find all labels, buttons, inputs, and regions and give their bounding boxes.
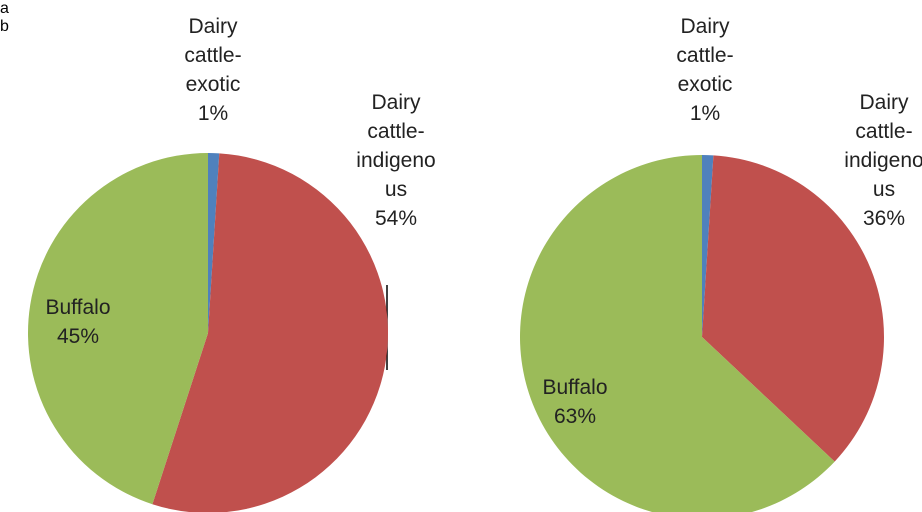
pie-slice	[27, 153, 208, 505]
category-label: Dairy cattle-indigenous	[356, 91, 436, 201]
panel-label: b	[0, 18, 9, 35]
slice-label: Dairy cattle-indigenous 36%	[843, 88, 922, 233]
category-label: Dairy cattle-exotic	[184, 15, 242, 96]
slice-label: Dairy cattle-exotic 1%	[667, 12, 743, 128]
slice-label: Buffalo 45%	[40, 293, 116, 351]
slice-label: Dairy cattle-exotic 1%	[175, 12, 251, 128]
category-label: Dairy cattle-indigenous	[844, 91, 922, 201]
pie-slice	[520, 155, 835, 512]
pie-slice	[152, 153, 388, 512]
pie-slice	[208, 153, 220, 333]
value-label: 1%	[197, 102, 229, 125]
value-label: 63%	[553, 405, 597, 428]
value-label: 54%	[374, 207, 418, 230]
category-label: Buffalo	[45, 296, 111, 319]
slice-label: Dairy cattle-indigenous 54%	[355, 88, 437, 233]
value-label: 36%	[862, 207, 906, 230]
pie-slice	[702, 155, 884, 462]
slice-label: Buffalo 63%	[537, 373, 613, 431]
value-label: 1%	[689, 102, 721, 125]
category-label: Buffalo	[542, 376, 608, 399]
pie-slice	[702, 155, 714, 337]
panel-label: a	[0, 0, 9, 17]
category-label: Dairy cattle-exotic	[676, 15, 734, 96]
value-label: 45%	[56, 325, 100, 348]
